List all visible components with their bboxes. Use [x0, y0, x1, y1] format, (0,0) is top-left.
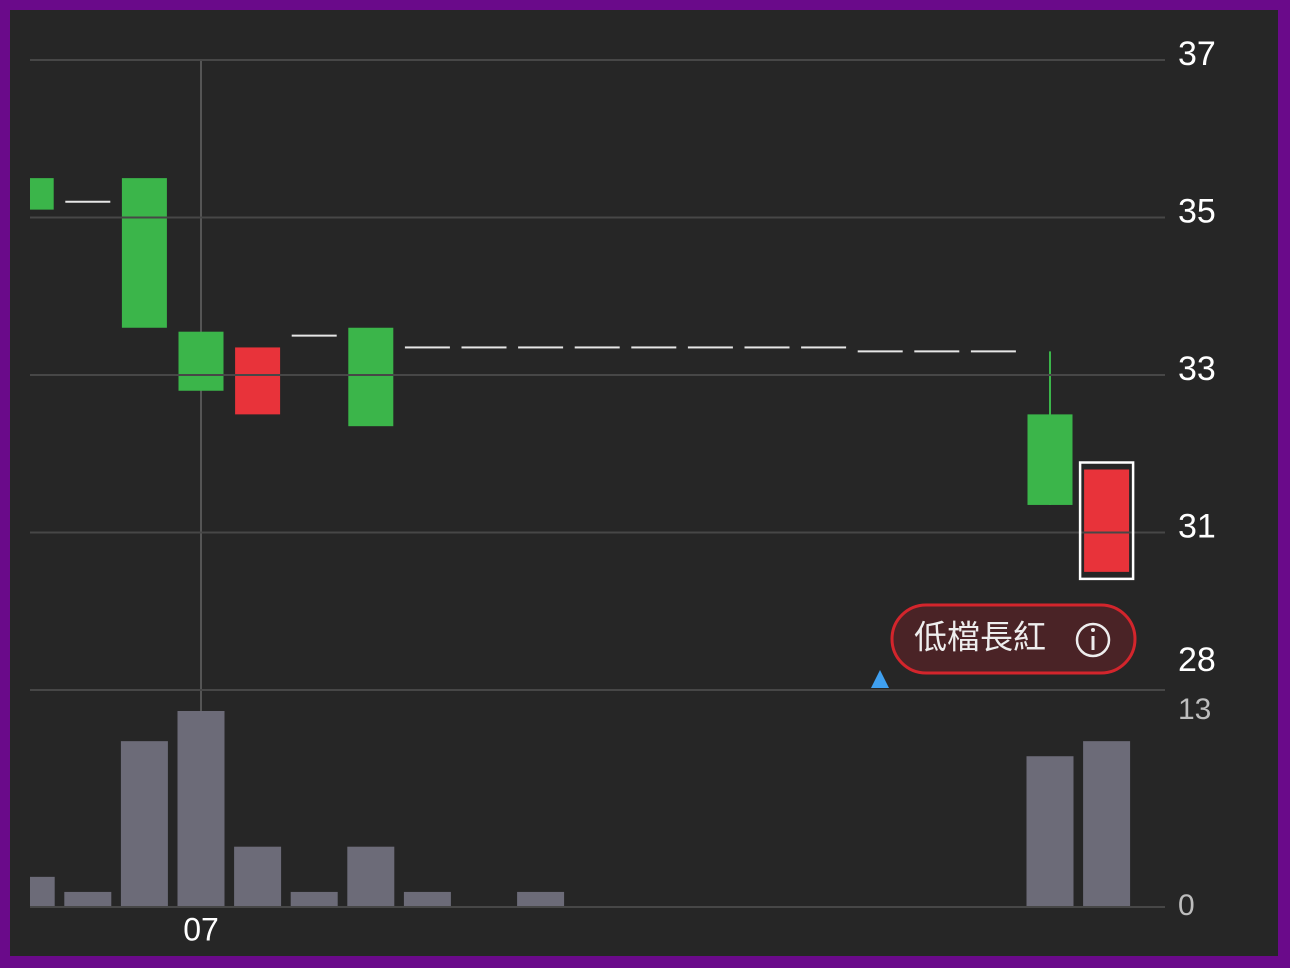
- volume-bar: [30, 876, 55, 907]
- signal-marker: [871, 670, 889, 688]
- candle-body: [574, 346, 620, 349]
- candle-body: [914, 350, 960, 353]
- volume-bar: [290, 891, 338, 907]
- info-icon-dot: [1091, 628, 1095, 632]
- y-tick-label: 13: [1178, 693, 1211, 726]
- candle-body: [1084, 469, 1130, 572]
- candle-body: [121, 178, 167, 328]
- candle-body: [857, 350, 903, 353]
- badge-box[interactable]: [890, 603, 1137, 675]
- candle-body: [744, 346, 790, 349]
- x-tick-label: 07: [183, 911, 219, 947]
- selection-frame: [1078, 461, 1135, 581]
- candle-body: [1027, 414, 1073, 505]
- volume-bar: [64, 891, 112, 907]
- y-tick-label: 31: [1178, 507, 1216, 545]
- candle-body: [291, 334, 337, 337]
- annotation-text[interactable]: 低檔長紅: [914, 619, 1046, 656]
- candle-body: [235, 347, 281, 415]
- candle-body: [801, 346, 847, 349]
- volume-bar: [1026, 756, 1074, 907]
- candle-body: [348, 327, 394, 427]
- candle-body: [687, 346, 733, 349]
- y-tick-label: 35: [1178, 192, 1216, 230]
- candle-body: [65, 200, 111, 203]
- annotation-badge[interactable]: 低檔長紅: [890, 603, 1137, 675]
- candle-body: [178, 331, 224, 391]
- candle-body: [461, 346, 507, 349]
- candle-body: [631, 346, 677, 349]
- info-icon[interactable]: [1075, 622, 1111, 658]
- y-bottom-label: 28: [1178, 641, 1216, 679]
- volume-bar: [517, 891, 565, 907]
- y-tick-label: 37: [1178, 35, 1216, 73]
- candle-body: [404, 346, 450, 349]
- candle-body: [518, 346, 564, 349]
- candle-body: [30, 178, 54, 210]
- y-tick-label: 0: [1178, 889, 1195, 922]
- volume-bar: [347, 846, 395, 907]
- volume-bar: [120, 741, 168, 907]
- candle-body: [970, 350, 1016, 353]
- volume-bar: [234, 846, 282, 907]
- volume-bar: [177, 711, 225, 907]
- y-tick-label: 33: [1178, 350, 1216, 388]
- volume-bar: [1083, 741, 1131, 907]
- volume-bar: [403, 891, 451, 907]
